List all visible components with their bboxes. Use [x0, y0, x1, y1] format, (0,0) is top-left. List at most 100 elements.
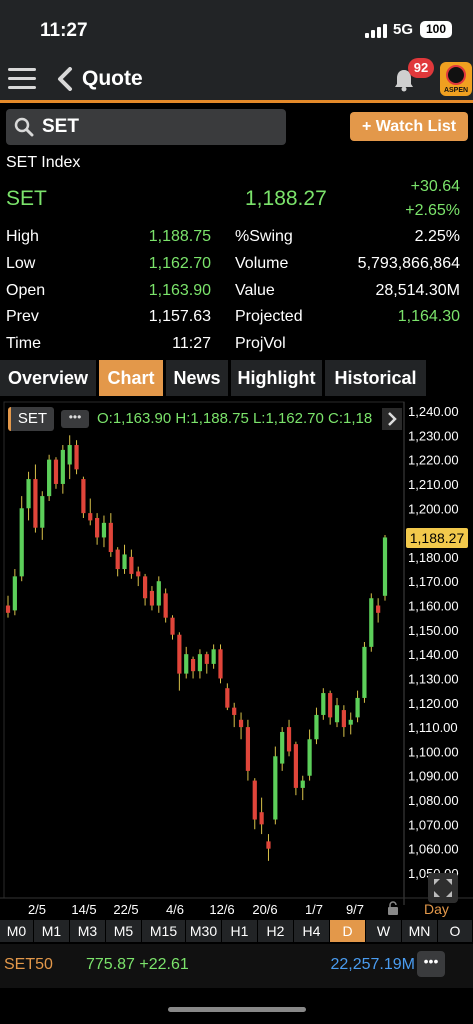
- candle-body: [321, 693, 326, 715]
- y-tick-label: 1,180.00: [408, 550, 459, 565]
- y-tick-label: 1,090.00: [408, 769, 459, 784]
- timeframe-w[interactable]: W: [366, 920, 402, 942]
- candle-body: [238, 719, 244, 728]
- candle-body: [170, 617, 175, 635]
- timeframe-h4[interactable]: H4: [294, 920, 330, 942]
- candle-body: [47, 459, 52, 497]
- candle-body: [197, 654, 203, 672]
- candle-body: [328, 693, 333, 718]
- price-change: +30.64: [410, 178, 460, 195]
- timeframe-o[interactable]: O: [438, 920, 473, 942]
- timeframe-m3[interactable]: M3: [70, 920, 106, 942]
- candle-body: [280, 731, 285, 764]
- candle-body: [382, 537, 388, 596]
- stat-label: Time: [6, 335, 41, 352]
- timeframe-m1[interactable]: M1: [34, 920, 70, 942]
- tab-chart[interactable]: Chart: [99, 360, 163, 396]
- y-tick-label: 1,080.00: [408, 793, 459, 808]
- symbol-search-input[interactable]: SET: [6, 109, 286, 145]
- y-tick-label: 1,130.00: [408, 671, 459, 686]
- candle-body: [177, 634, 182, 674]
- tab-news[interactable]: News: [166, 360, 228, 396]
- y-tick-label: 1,200.00: [408, 501, 459, 516]
- timeframe-h2[interactable]: H2: [258, 920, 294, 942]
- timeframe-mn[interactable]: MN: [402, 920, 438, 942]
- timeframe-m15[interactable]: M15: [142, 920, 186, 942]
- candle-body: [115, 549, 120, 570]
- app-logo[interactable]: ASPEN: [440, 62, 472, 96]
- home-indicator: [168, 1007, 306, 1012]
- add-watch-list-button[interactable]: + Watch List: [350, 112, 468, 141]
- stat-row: Open 1,163.90 Value 28,514.30M: [0, 282, 473, 308]
- chart-symbol-chip[interactable]: SET: [8, 407, 54, 431]
- timeframe-d[interactable]: D: [330, 920, 366, 942]
- stat-value: 2.25%: [414, 228, 460, 245]
- candle-body: [259, 812, 264, 825]
- candle-body: [81, 479, 86, 514]
- ohlc-header: SET ••• O:1,163.90 H:1,188.75 L:1,162.70…: [8, 407, 404, 431]
- candle-body: [355, 697, 360, 718]
- candle-body: [252, 780, 257, 820]
- last-price: 1,188.27: [245, 187, 327, 210]
- candlestick-chart[interactable]: 1,240.00 1,230.00 1,220.00 1,210.00 1,200.00…: [0, 400, 473, 920]
- candle-body: [245, 727, 251, 771]
- tab-overview[interactable]: Overview: [0, 360, 96, 396]
- stat-value: 1,164.30: [397, 308, 460, 325]
- candle-body: [53, 459, 59, 484]
- lock-icon[interactable]: [386, 901, 400, 915]
- candle-body: [307, 739, 312, 776]
- bottom-ticker[interactable]: SET50 775.87 +22.61 22,257.19M •••: [0, 944, 473, 988]
- x-tick-label: 2/5: [28, 902, 46, 917]
- back-icon[interactable]: [55, 67, 75, 91]
- stat-value: 11:27: [172, 335, 211, 352]
- stat-value: 28,514.30M: [375, 282, 460, 299]
- candle-body: [341, 710, 346, 728]
- candle-body: [184, 654, 189, 674]
- stat-row: Prev 1,157.63 Projected 1,164.30: [0, 308, 473, 334]
- stat-label: Volume: [235, 255, 289, 272]
- timeframe-m5[interactable]: M5: [106, 920, 142, 942]
- candle-body: [101, 522, 107, 538]
- price-chart[interactable]: 1,240.00 1,230.00 1,220.00 1,210.00 1,200.00…: [0, 400, 473, 920]
- chevron-right-icon[interactable]: [382, 408, 402, 430]
- signal-icon: [365, 24, 387, 38]
- candle-body: [122, 554, 127, 570]
- stat-value: 1,157.63: [148, 308, 211, 325]
- candle-body: [95, 517, 100, 538]
- candle-body: [286, 727, 292, 752]
- candle-body: [40, 496, 45, 528]
- bell-icon[interactable]: [393, 68, 415, 92]
- candle-body: [293, 744, 298, 788]
- y-tick-label: 1,060.00: [408, 842, 459, 857]
- stat-label: ProjVol: [235, 335, 286, 352]
- timeframe-m0[interactable]: M0: [0, 920, 34, 942]
- candle-body: [26, 479, 31, 509]
- y-tick-label: 1,140.00: [408, 647, 459, 662]
- period-label[interactable]: Day: [424, 901, 449, 917]
- menu-icon[interactable]: [8, 68, 36, 90]
- index-name: SET Index: [6, 154, 81, 171]
- candle-body: [129, 556, 134, 574]
- fullscreen-icon[interactable]: [428, 873, 458, 903]
- y-tick-label: 1,240.00: [408, 404, 459, 419]
- chart-more-button[interactable]: •••: [61, 410, 89, 428]
- ticker-more-button[interactable]: •••: [417, 951, 445, 977]
- search-value: SET: [42, 116, 79, 137]
- timeframe-bar: M0 M1 M3 M5 M15 M30 H1 H2 H4 D W MN O: [0, 920, 473, 942]
- x-tick-label: 1/7: [305, 902, 323, 917]
- y-tick-label: 1,070.00: [408, 817, 459, 832]
- page-title: Quote: [82, 67, 143, 90]
- y-tick-label: 1,210.00: [408, 477, 459, 492]
- stat-row: Time 11:27 ProjVol: [0, 335, 473, 361]
- stat-label: High: [6, 228, 39, 245]
- battery-icon: 100: [420, 21, 452, 38]
- quote-tabs: Overview Chart News Highlight Historical: [0, 360, 473, 396]
- stat-value: 1,162.70: [148, 255, 211, 272]
- timeframe-h1[interactable]: H1: [222, 920, 258, 942]
- y-tick-label: 1,150.00: [408, 623, 459, 638]
- tab-highlight[interactable]: Highlight: [231, 360, 322, 396]
- tab-historical[interactable]: Historical: [325, 360, 426, 396]
- timeframe-m30[interactable]: M30: [186, 920, 222, 942]
- candle-body: [273, 756, 278, 820]
- candle-body: [19, 508, 24, 577]
